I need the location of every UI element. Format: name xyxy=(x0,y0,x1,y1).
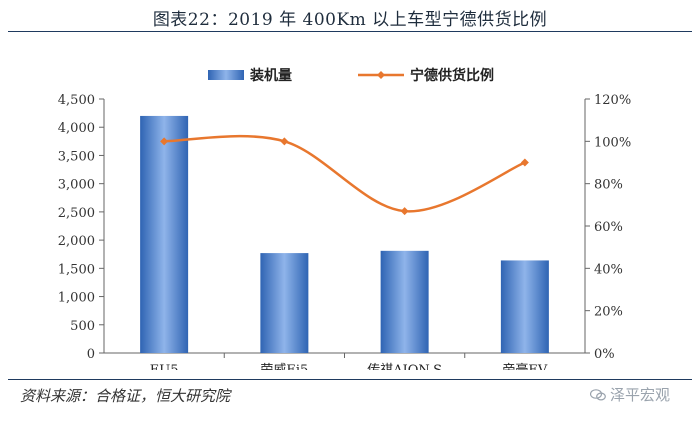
right-tick-label: 80% xyxy=(594,178,623,193)
left-tick-label: 4,500 xyxy=(58,93,95,108)
bar xyxy=(380,250,429,353)
left-tick-label: 3,000 xyxy=(58,178,95,193)
watermark-text: 泽平宏观 xyxy=(609,386,670,404)
bar xyxy=(260,253,309,353)
category-label: 传祺AION.S xyxy=(367,363,442,370)
right-axis-ticks: 0% 20% 40% 60% 80% 100% 120% xyxy=(585,93,631,362)
bar xyxy=(500,260,549,353)
category-labels: EU5 荣威Ei5 传祺AION.S 帝豪EV xyxy=(150,353,548,370)
left-tick-label: 2,500 xyxy=(58,206,95,221)
legend-bar-swatch xyxy=(208,70,244,80)
right-tick-label: 60% xyxy=(594,220,623,235)
category-label: EU5 xyxy=(150,363,179,370)
ratio-line xyxy=(164,134,526,213)
bar xyxy=(140,115,189,353)
right-tick-label: 40% xyxy=(594,262,623,277)
right-tick-label: 120% xyxy=(594,93,631,108)
source-divider xyxy=(8,379,692,380)
category-label: 帝豪EV xyxy=(502,362,547,370)
legend: 装机量 宁德供货比例 xyxy=(208,67,494,84)
left-tick-label: 0 xyxy=(87,347,95,362)
title-divider xyxy=(8,31,692,32)
ratio-point xyxy=(520,158,529,167)
ratio-point xyxy=(280,137,289,146)
wechat-icon xyxy=(589,388,606,401)
right-tick-label: 20% xyxy=(594,305,623,320)
left-tick-label: 1,500 xyxy=(58,262,95,277)
category-label: 荣威Ei5 xyxy=(260,363,308,370)
chart: 装机量 宁德供货比例 0 500 1,000 1,500 2,000 2,500 3,000… xyxy=(58,67,631,370)
line-series xyxy=(160,134,529,216)
legend-line-label: 宁德供货比例 xyxy=(410,67,494,84)
left-tick-label: 500 xyxy=(70,319,95,334)
left-tick-label: 2,000 xyxy=(58,234,95,249)
left-tick-label: 3,500 xyxy=(58,149,95,164)
legend-line-marker xyxy=(377,71,385,79)
legend-bar-label: 装机量 xyxy=(249,67,292,84)
right-tick-label: 100% xyxy=(594,135,631,150)
right-tick-label: 0% xyxy=(594,347,615,362)
left-axis-ticks: 0 500 1,000 1,500 2,000 2,500 3,000 3,500 4,000 4… xyxy=(58,93,104,362)
chart-title: 图表22：2019 年 400Km 以上车型宁德供货比例 xyxy=(152,10,548,30)
left-tick-label: 1,000 xyxy=(58,291,95,306)
source-note: 资料来源：合格证，恒大研究院 xyxy=(20,387,231,405)
left-tick-label: 4,000 xyxy=(58,121,95,136)
watermark: 泽平宏观 xyxy=(589,384,670,405)
bar-series xyxy=(140,115,549,353)
ratio-point xyxy=(400,207,409,216)
ratio-point xyxy=(160,137,169,146)
